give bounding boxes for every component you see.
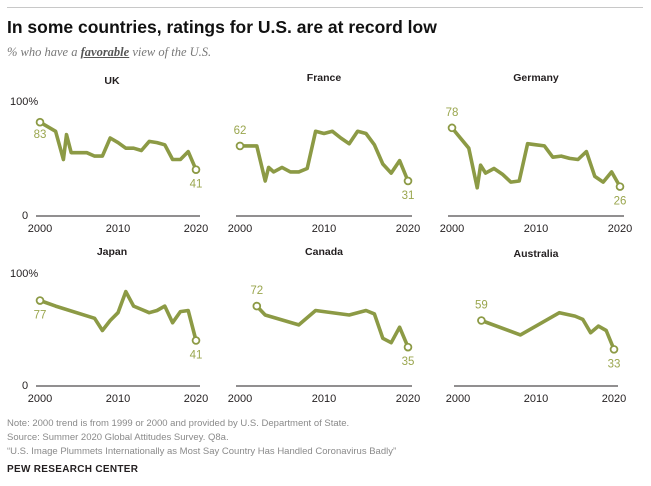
x-tick-label: 2000	[28, 223, 52, 235]
chart-panel-uk: UK 2000 2010 2020 100% 0 83 41	[10, 75, 208, 235]
endpoint-marker	[235, 141, 245, 151]
endpoint-marker	[403, 342, 413, 352]
x-tick-label: 2000	[228, 393, 252, 405]
endpoint-marker	[35, 296, 45, 305]
endpoint-marker	[615, 182, 625, 191]
y-tick-label: 0	[22, 380, 28, 392]
org-name: PEW RESEARCH CENTER	[7, 464, 139, 475]
series-line	[238, 129, 410, 183]
x-tick-label: 2000	[28, 393, 52, 405]
series-line	[450, 126, 622, 190]
endpoint-marker	[252, 301, 262, 311]
data-label: 62	[234, 125, 247, 137]
footer-report: “U.S. Image Plummets Internationally as …	[7, 446, 397, 457]
panel-title: Japan	[97, 246, 127, 258]
x-tick-label: 2010	[106, 393, 130, 405]
series-line	[254, 304, 410, 349]
x-tick-label: 2020	[184, 223, 208, 235]
endpoint-marker	[447, 123, 457, 133]
x-tick-label: 2010	[312, 393, 336, 405]
data-label: 83	[34, 129, 47, 141]
x-tick-label: 2010	[106, 223, 130, 235]
chart-panel-germany: Germany 2000 2010 2020 78 26	[440, 72, 632, 235]
data-label: 78	[446, 107, 459, 119]
x-tick-label: 2000	[440, 223, 464, 235]
data-label: 41	[190, 349, 203, 361]
endpoint-marker	[477, 316, 486, 325]
x-tick-label: 2020	[396, 393, 420, 405]
x-tick-label: 2010	[524, 393, 548, 405]
endpoint-marker	[609, 345, 619, 354]
data-label: 31	[402, 190, 415, 202]
series-line	[38, 289, 198, 343]
x-tick-label: 2000	[228, 223, 252, 235]
footer-source: Source: Summer 2020 Global Attitudes Sur…	[7, 432, 229, 443]
data-label: 72	[250, 285, 263, 297]
x-tick-label: 2010	[312, 223, 336, 235]
x-tick-label: 2020	[602, 393, 626, 405]
panel-title: Canada	[305, 246, 343, 258]
data-label: 26	[614, 196, 627, 208]
y-tick-label: 100%	[10, 96, 38, 108]
chart-panel-australia: Australia 2000 2010 2020 59 33	[446, 248, 626, 405]
y-tick-label: 100%	[10, 268, 38, 280]
data-label: 33	[608, 358, 621, 370]
subtitle-emphasis: favorable	[80, 45, 130, 59]
data-label: 59	[475, 300, 488, 312]
data-label: 41	[190, 179, 203, 191]
panel-title: UK	[104, 75, 120, 87]
series-line	[38, 120, 198, 172]
chart-title: In some countries, ratings for U.S. are …	[7, 17, 437, 37]
subtitle-prefix: % who have a	[7, 45, 81, 59]
series-line	[479, 310, 616, 352]
x-tick-label: 2000	[446, 393, 470, 405]
chart-panel-canada: Canada 2000 2010 2020 72 35	[228, 246, 420, 405]
endpoint-marker	[191, 165, 201, 174]
endpoint-marker	[403, 176, 413, 186]
endpoint-marker	[191, 336, 201, 345]
footer-note: Note: 2000 trend is from 1999 or 2000 an…	[7, 418, 350, 429]
endpoint-marker	[35, 117, 45, 127]
data-label: 35	[402, 356, 415, 368]
panel-title: Germany	[513, 72, 559, 84]
x-tick-label: 2020	[184, 393, 208, 405]
x-tick-label: 2010	[524, 223, 548, 235]
subtitle-suffix: view of the U.S.	[129, 45, 212, 59]
top-rule	[7, 7, 643, 8]
data-label: 77	[34, 310, 47, 322]
panel-title: Australia	[514, 248, 559, 260]
chart-subtitle: % who have a favorable view of the U.S.	[7, 45, 211, 60]
panel-title: France	[307, 72, 342, 84]
x-tick-label: 2020	[396, 223, 420, 235]
chart-panel-japan: Japan 2000 2010 2020 100% 0 77 41	[10, 246, 208, 405]
x-tick-label: 2020	[608, 223, 632, 235]
y-tick-label: 0	[22, 210, 28, 222]
chart-panel-france: France 2000 2010 2020 62 31	[228, 72, 420, 235]
